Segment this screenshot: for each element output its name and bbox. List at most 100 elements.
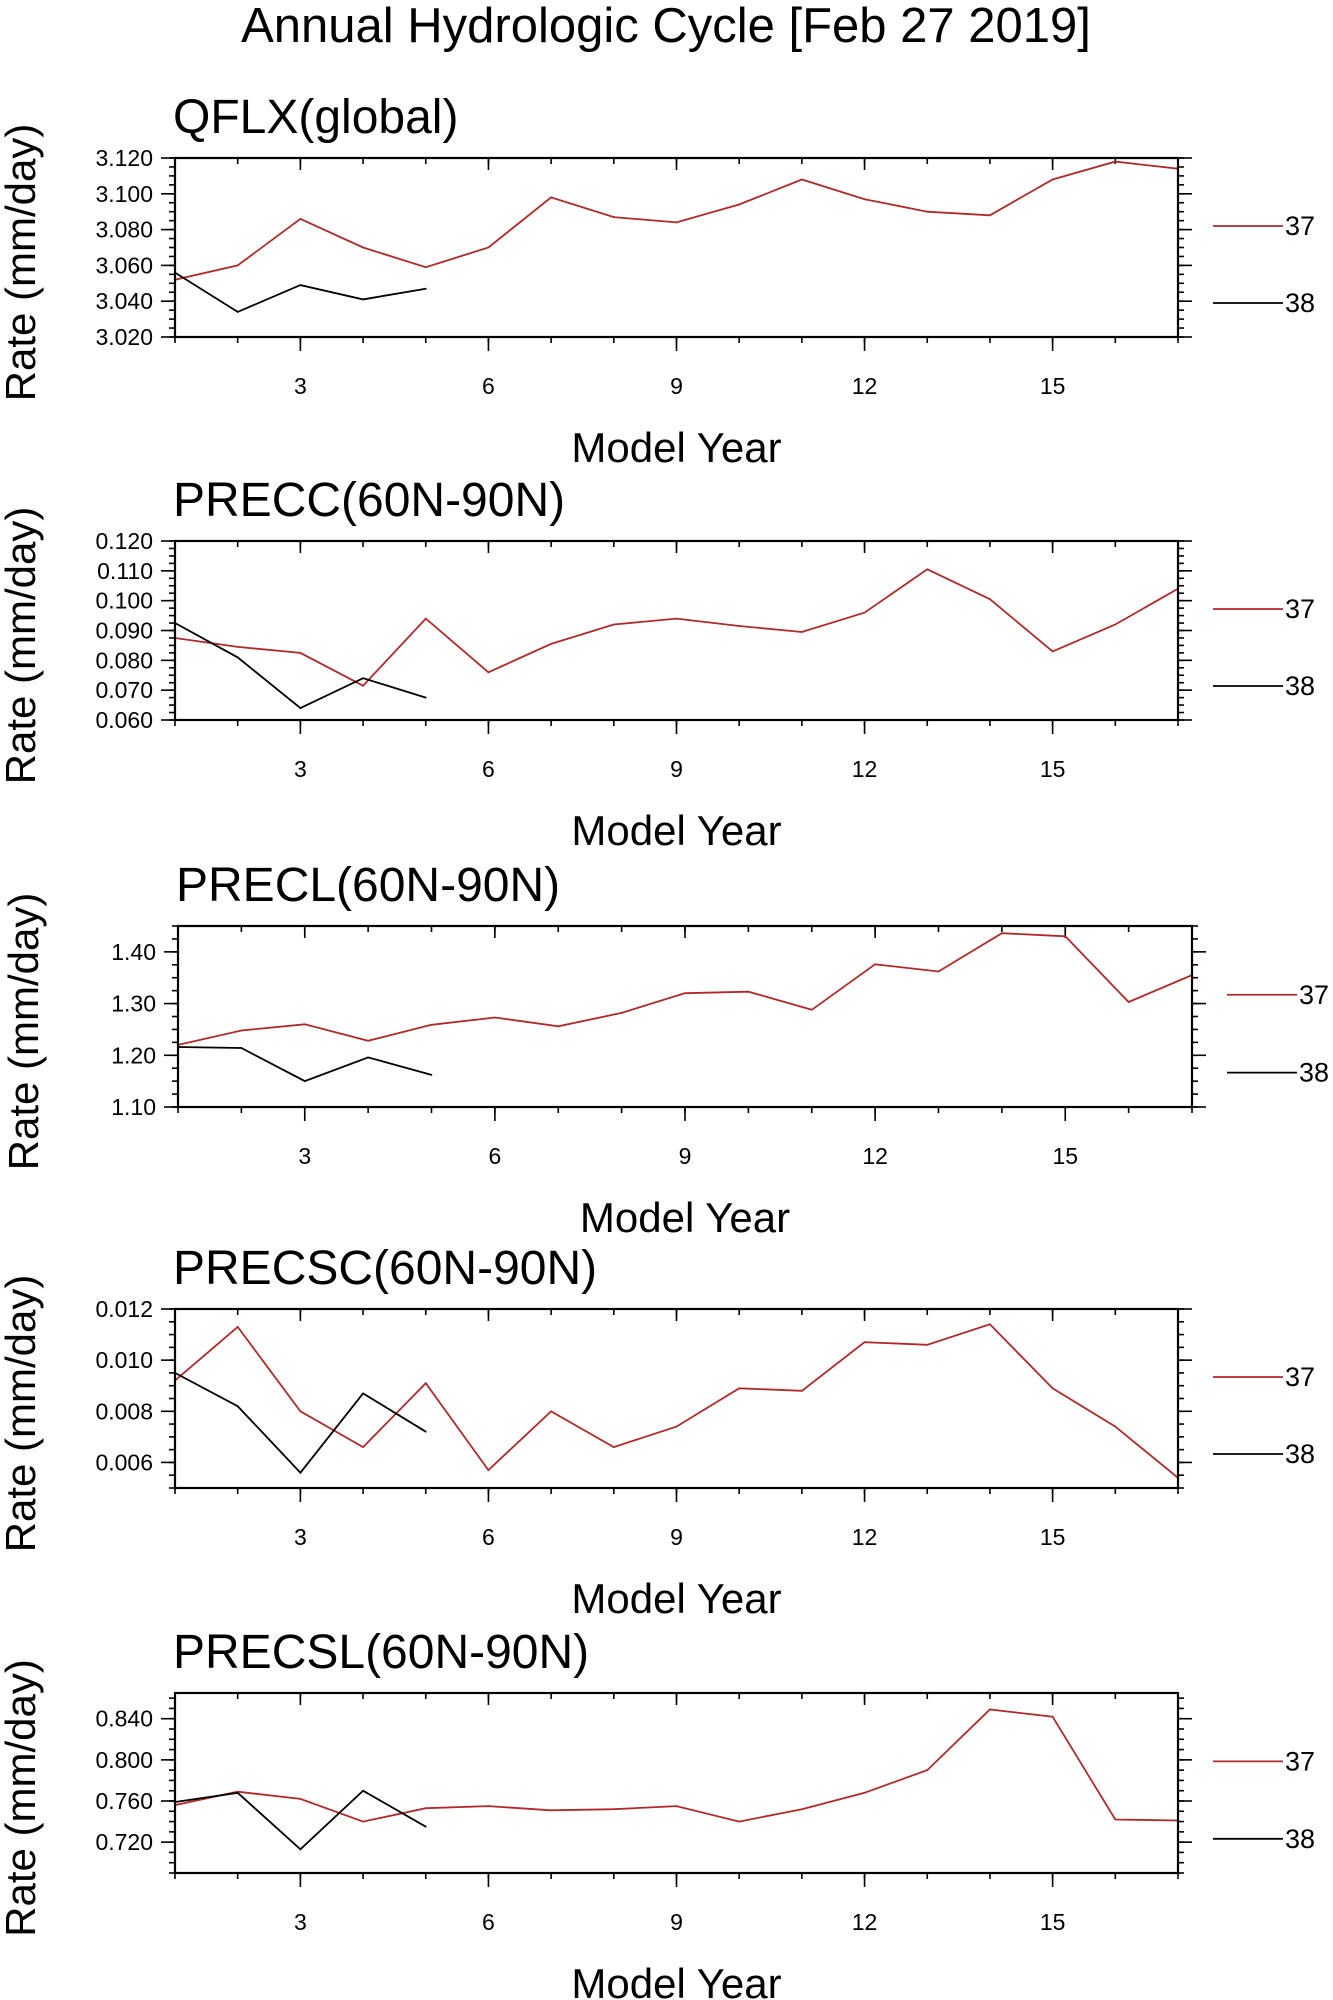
data-point-38 bbox=[362, 1789, 364, 1792]
y-tick-label: 0.060 bbox=[95, 707, 153, 733]
data-point-37 bbox=[926, 568, 929, 571]
data-point-37 bbox=[926, 210, 929, 213]
series-line-38 bbox=[175, 622, 427, 710]
series-line-38 bbox=[178, 1046, 432, 1083]
y-tick-label: 3.080 bbox=[95, 217, 153, 243]
plot-frame bbox=[176, 924, 1194, 1109]
data-point-37 bbox=[937, 970, 940, 973]
data-point-38 bbox=[367, 1056, 370, 1059]
x-tick-label: 3 bbox=[294, 1524, 307, 1550]
data-point-38 bbox=[299, 1471, 302, 1474]
data-point-37 bbox=[863, 611, 866, 614]
y-tick-label: 0.090 bbox=[95, 618, 153, 644]
data-point-37 bbox=[424, 1807, 427, 1810]
y-tick-label: 0.080 bbox=[95, 647, 153, 673]
data-point-38 bbox=[424, 696, 427, 699]
x-tick-label: 6 bbox=[482, 373, 495, 399]
y-axis-label: Rate (mm/day) bbox=[0, 507, 44, 785]
data-point-37 bbox=[738, 203, 741, 206]
x-tick-label: 15 bbox=[1040, 1524, 1066, 1550]
legend-label-37: 37 bbox=[1285, 594, 1315, 624]
data-point-37 bbox=[800, 631, 803, 633]
data-point-37 bbox=[299, 651, 302, 654]
data-point-37 bbox=[299, 1410, 302, 1413]
x-tick-label: 12 bbox=[852, 1524, 878, 1550]
series-line-37 bbox=[175, 160, 1178, 281]
data-point-37 bbox=[362, 1446, 364, 1448]
y-tick-label: 0.760 bbox=[95, 1788, 153, 1814]
panel-title: PRECC(60N-90N) bbox=[173, 474, 565, 527]
data-point-37 bbox=[1051, 1387, 1054, 1390]
x-tick-label: 9 bbox=[670, 1909, 683, 1935]
data-point-38 bbox=[424, 1430, 427, 1433]
chart-panel-2: PRECC(60N-90N) Rate (mm/day) Model Year 3 6 9… bbox=[0, 474, 1315, 854]
x-tick-label: 15 bbox=[1040, 756, 1066, 782]
data-point-37 bbox=[989, 1708, 991, 1711]
data-point-37 bbox=[738, 625, 741, 627]
y-tick-label: 0.720 bbox=[95, 1829, 153, 1855]
data-point-37 bbox=[303, 1023, 306, 1026]
data-point-37 bbox=[800, 178, 803, 181]
data-point-37 bbox=[863, 198, 866, 201]
y-tick-label: 3.120 bbox=[95, 145, 153, 171]
data-point-37 bbox=[800, 1808, 803, 1811]
data-point-37 bbox=[493, 1016, 496, 1019]
data-point-37 bbox=[362, 1820, 364, 1823]
y-tick-label: 0.012 bbox=[95, 1296, 153, 1322]
data-point-37 bbox=[612, 1808, 615, 1811]
y-axis-label: Rate (mm/day) bbox=[0, 124, 44, 402]
x-axis-label: Model Year bbox=[571, 1575, 781, 1622]
data-point-37 bbox=[620, 1011, 623, 1014]
data-point-37 bbox=[1051, 650, 1054, 653]
data-point-37 bbox=[550, 1410, 553, 1413]
x-tick-label: 15 bbox=[1040, 1909, 1066, 1935]
y-tick-label: 0.800 bbox=[95, 1747, 153, 1773]
chart-panel-5: PRECSL(60N-90N) Rate (mm/day) Model Year 3 6… bbox=[0, 1626, 1315, 2000]
legend-label-38: 38 bbox=[1299, 1058, 1329, 1088]
y-tick-label: 0.120 bbox=[95, 528, 153, 554]
data-point-37 bbox=[236, 1326, 239, 1328]
data-point-37 bbox=[557, 1025, 560, 1028]
legend-label-38: 38 bbox=[1285, 1824, 1315, 1854]
data-point-37 bbox=[684, 992, 686, 995]
data-point-37 bbox=[424, 1382, 427, 1385]
data-point-37 bbox=[1064, 935, 1067, 938]
data-point-38 bbox=[303, 1080, 306, 1083]
x-tick-label: 3 bbox=[294, 1909, 307, 1935]
data-point-37 bbox=[299, 1798, 302, 1800]
x-tick-label: 9 bbox=[670, 756, 683, 782]
data-point-37 bbox=[863, 1791, 866, 1794]
y-tick-label: 1.20 bbox=[111, 1042, 156, 1068]
data-point-37 bbox=[1000, 932, 1003, 935]
data-point-38 bbox=[299, 1848, 302, 1851]
x-tick-label: 9 bbox=[670, 1524, 683, 1550]
chart-panel-1: QFLX(global) Rate (mm/day) Model Year 3 6 9 12… bbox=[0, 91, 1315, 471]
data-point-38 bbox=[424, 287, 427, 290]
data-point-37 bbox=[487, 1805, 490, 1808]
data-point-38 bbox=[236, 656, 239, 659]
data-point-37 bbox=[362, 246, 364, 249]
data-point-37 bbox=[675, 617, 678, 620]
y-tick-label: 3.020 bbox=[95, 324, 153, 350]
data-point-37 bbox=[747, 990, 750, 993]
chart-panel-4: PRECSC(60N-90N) Rate (mm/day) Model Year 3 6… bbox=[0, 1242, 1315, 1622]
x-tick-label: 15 bbox=[1052, 1143, 1078, 1169]
x-tick-label: 6 bbox=[482, 756, 495, 782]
y-tick-label: 3.060 bbox=[95, 252, 153, 278]
legend-label-37: 37 bbox=[1285, 211, 1315, 241]
plot-frame bbox=[173, 156, 1180, 339]
data-point-37 bbox=[1127, 1001, 1130, 1003]
data-point-37 bbox=[1051, 178, 1054, 181]
y-axis-label: Rate (mm/day) bbox=[0, 893, 47, 1171]
data-point-37 bbox=[612, 216, 615, 218]
series-line-38 bbox=[175, 271, 426, 313]
x-axis-label: Model Year bbox=[580, 1194, 790, 1241]
plot-frame bbox=[173, 1307, 1180, 1490]
data-point-37 bbox=[487, 1469, 490, 1471]
data-point-37 bbox=[424, 266, 427, 269]
data-point-37 bbox=[863, 1341, 866, 1344]
data-point-37 bbox=[989, 1323, 991, 1326]
y-axis-label: Rate (mm/day) bbox=[0, 1659, 44, 1937]
data-point-37 bbox=[550, 196, 553, 199]
x-tick-label: 3 bbox=[294, 373, 307, 399]
